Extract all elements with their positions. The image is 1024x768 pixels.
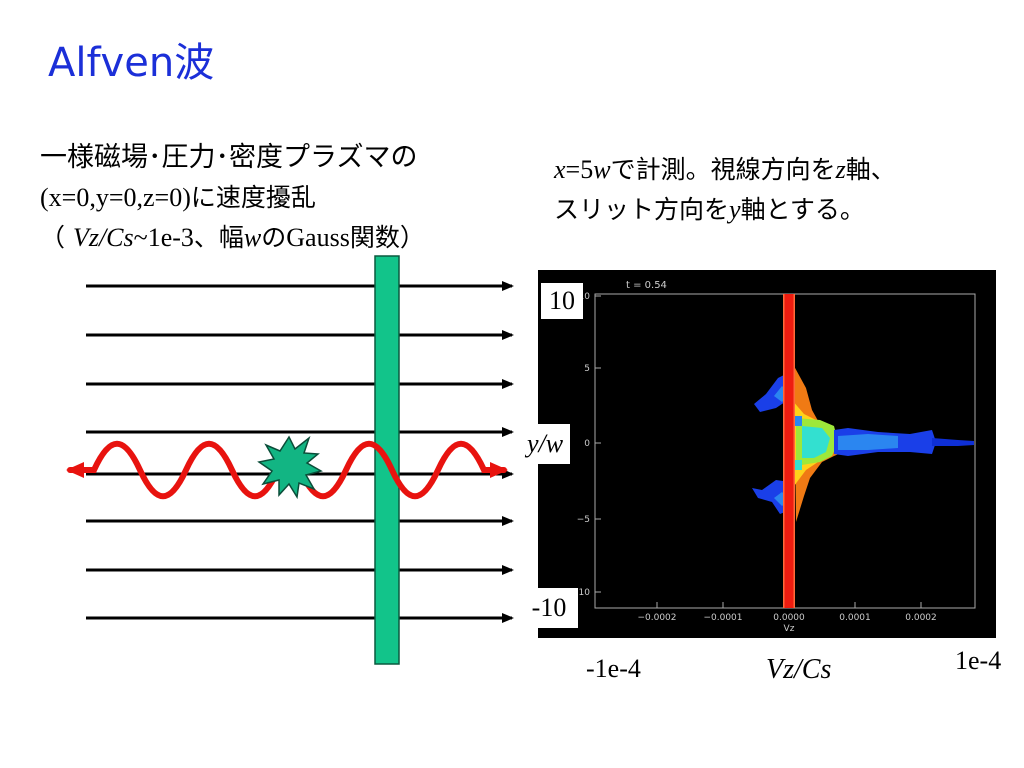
spectrum-image	[752, 294, 974, 608]
page-title: Alfven波	[48, 40, 215, 86]
note-line-2: スリット方向をy軸とする。	[554, 190, 896, 230]
velocity-max-label: 1e-4	[955, 646, 1002, 675]
x-tick-label: 0.0001	[839, 613, 871, 623]
description-line-1: 一様磁場･圧力･密度プラズマの	[40, 142, 418, 173]
x-axis-label: Vz	[784, 624, 795, 634]
x-tick-label: 0.0000	[773, 613, 805, 623]
y-tick-label: −5	[577, 515, 590, 525]
amplitude-value: ~1e-3	[133, 223, 194, 252]
width-label: 、幅	[193, 223, 244, 252]
y-tick-label: 0	[584, 439, 590, 449]
schematic-diagram	[66, 255, 514, 665]
lower-blue-lobe	[752, 480, 790, 514]
w-symbol: w	[593, 155, 611, 184]
note-text-2: 軸、	[845, 155, 896, 184]
overlay-top-label: 10	[541, 283, 583, 319]
measurement-slit	[374, 255, 400, 665]
description-line-3: （ Vz/Cs~1e-3、幅wのGauss関数）	[40, 218, 425, 258]
width-symbol: w	[243, 223, 262, 252]
time-label: t = 0.54	[626, 280, 667, 291]
particle-no: の	[261, 223, 287, 252]
red-line-edge	[783, 294, 785, 608]
paren-open: （	[40, 223, 73, 252]
central-red-line	[784, 294, 794, 608]
note-text-1: で計測。視線方向を	[610, 155, 836, 184]
far-blue-tail	[932, 438, 974, 446]
wave-left	[66, 440, 281, 500]
velocity-ratio: Vz/Cs	[72, 223, 134, 252]
x-tick-label: 0.0002	[905, 613, 937, 623]
x-tick-label: −0.0002	[637, 613, 676, 623]
plot-figure: t = 0.54 10 5 0 −5 −10 −0.0002 −0.0001 0…	[571, 280, 976, 634]
y-symbol: y	[729, 195, 741, 224]
note-text-4: 軸とする。	[740, 195, 865, 224]
overlay-bottom-label: -10	[520, 588, 578, 628]
z-symbol: z	[835, 155, 846, 184]
y-tick-label: 5	[584, 364, 590, 374]
wave-right	[297, 440, 508, 500]
origin-coordinates: (x=0,y=0,z=0)	[40, 183, 191, 212]
perturbation-burst	[257, 435, 323, 500]
overlay-y-axis-label: y/w	[520, 424, 570, 464]
setup-description: 一様磁場･圧力･密度プラズマの (x=0,y=0,z=0)に速度擾乱 （ Vz/…	[40, 138, 425, 258]
perturbation-text: に速度擾乱	[190, 183, 316, 212]
velocity-min-label: -1e-4	[586, 654, 641, 683]
light-blue-tail	[838, 434, 898, 450]
x-tick-label: −0.0001	[703, 613, 742, 623]
velocity-axis-title: Vz/Cs	[766, 654, 832, 685]
upper-blue-lobe	[754, 372, 790, 412]
measurement-note: x=5wで計測。視線方向をz軸、 スリット方向をy軸とする。	[554, 150, 896, 230]
plot-panel	[538, 270, 996, 638]
note-line-1: x=5wで計測。視線方向をz軸、	[554, 150, 896, 190]
gauss-word: Gauss	[286, 223, 350, 252]
x-symbol: x	[554, 155, 566, 184]
y-tick-label: 10	[579, 292, 591, 302]
note-text-3: スリット方向を	[554, 195, 730, 224]
description-line-2: (x=0,y=0,z=0)に速度擾乱	[40, 178, 425, 218]
red-line-edge	[793, 294, 795, 608]
cyan-core	[802, 426, 830, 458]
y-tick-label: −10	[571, 588, 590, 598]
x-position: =5	[565, 155, 594, 184]
function-label: 関数）	[349, 223, 425, 252]
